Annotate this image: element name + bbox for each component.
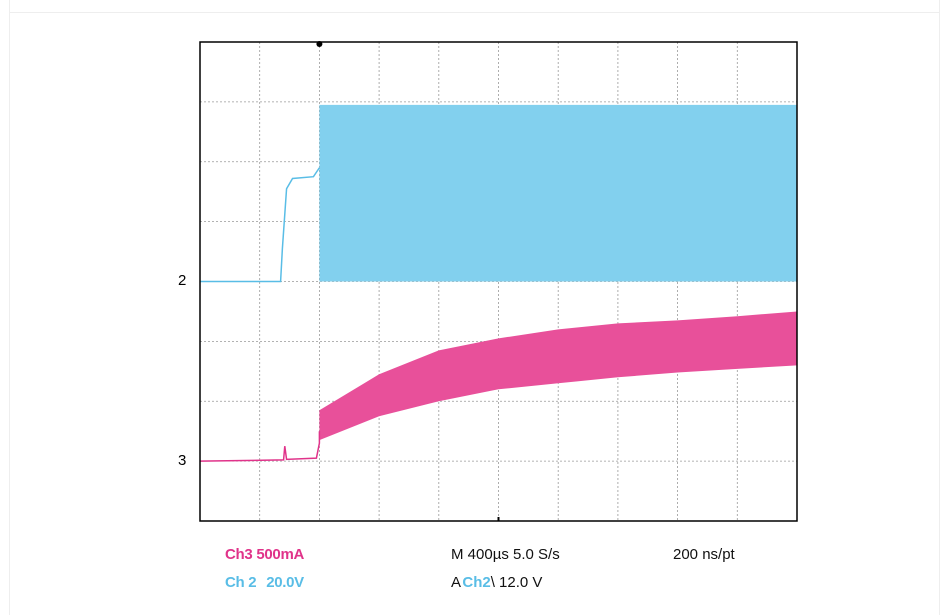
ch3-scale: 500mA	[256, 546, 305, 563]
ch2-name: Ch 2	[225, 574, 257, 591]
page-border-left	[9, 0, 10, 615]
center-ticks	[316, 41, 500, 521]
resolution-readout: 200 ns/pt	[673, 546, 735, 563]
trigger-readout: A Ch2\ 12.0 V	[451, 574, 542, 591]
timebase-readout: M 400µs 5.0 S/s	[451, 546, 560, 563]
ch2-scale-label: Ch 2 20.0V	[225, 574, 304, 591]
ch2-scale: 20.0V	[266, 574, 304, 591]
trigger-prefix: A	[451, 574, 461, 591]
ch3-marker: 3	[178, 452, 187, 469]
page-border-right	[939, 0, 940, 615]
ch3-envelope	[319, 311, 797, 441]
ch3-scale-label: Ch3 500mA	[225, 546, 304, 563]
trigger-level: \ 12.0 V	[490, 574, 543, 591]
waveform-layer	[199, 104, 797, 462]
page-border-top	[9, 12, 939, 13]
ch3-name: Ch3	[225, 546, 253, 563]
ch2-marker: 2	[178, 272, 187, 289]
ch3-trace	[199, 431, 321, 462]
trigger-position-marker	[316, 41, 323, 47]
ch2-envelope	[319, 104, 797, 282]
ch2-trace	[200, 167, 321, 283]
trigger-source: Ch2	[462, 574, 491, 591]
